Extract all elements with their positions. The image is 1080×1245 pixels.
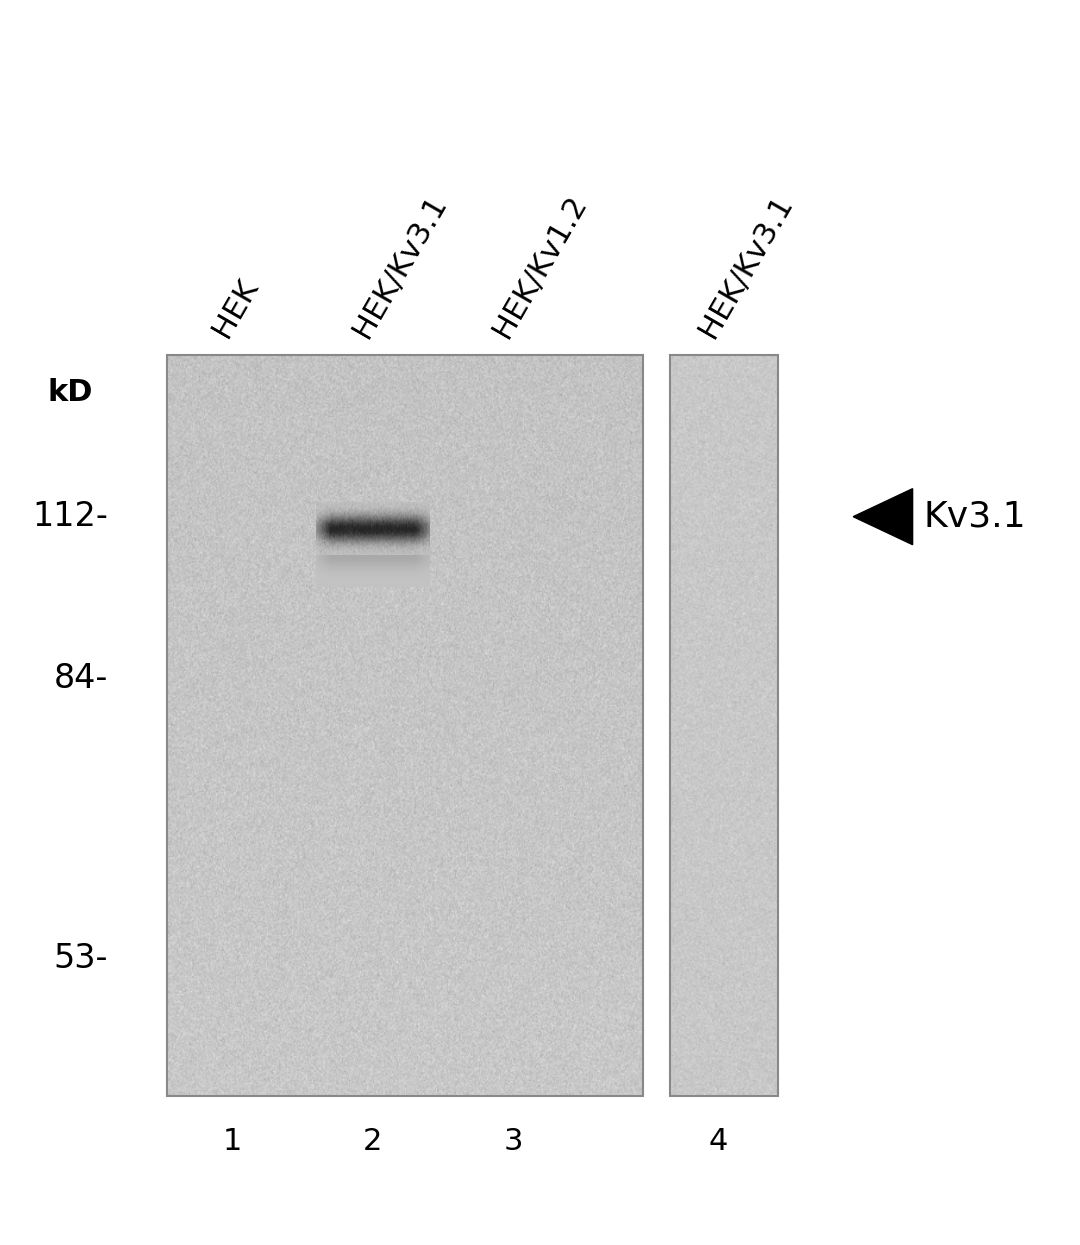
Text: Kv3.1: Kv3.1 xyxy=(923,499,1026,534)
Bar xyxy=(167,355,643,1096)
Text: 112-: 112- xyxy=(32,500,108,533)
Text: 4: 4 xyxy=(708,1127,728,1155)
FancyBboxPatch shape xyxy=(167,355,643,1096)
Text: HEK/Kv3.1: HEK/Kv3.1 xyxy=(348,190,453,342)
Text: 53-: 53- xyxy=(54,942,108,975)
Text: 2: 2 xyxy=(363,1127,382,1155)
Text: 3: 3 xyxy=(503,1127,523,1155)
FancyBboxPatch shape xyxy=(670,355,778,1096)
Text: kD: kD xyxy=(48,377,93,407)
Polygon shape xyxy=(853,489,913,545)
Text: 1: 1 xyxy=(222,1127,242,1155)
Text: HEK: HEK xyxy=(207,274,264,342)
Text: 84-: 84- xyxy=(54,662,108,695)
Text: HEK/Kv1.2: HEK/Kv1.2 xyxy=(488,190,593,342)
Text: HEK/Kv3.1: HEK/Kv3.1 xyxy=(693,190,798,342)
Bar xyxy=(670,355,778,1096)
